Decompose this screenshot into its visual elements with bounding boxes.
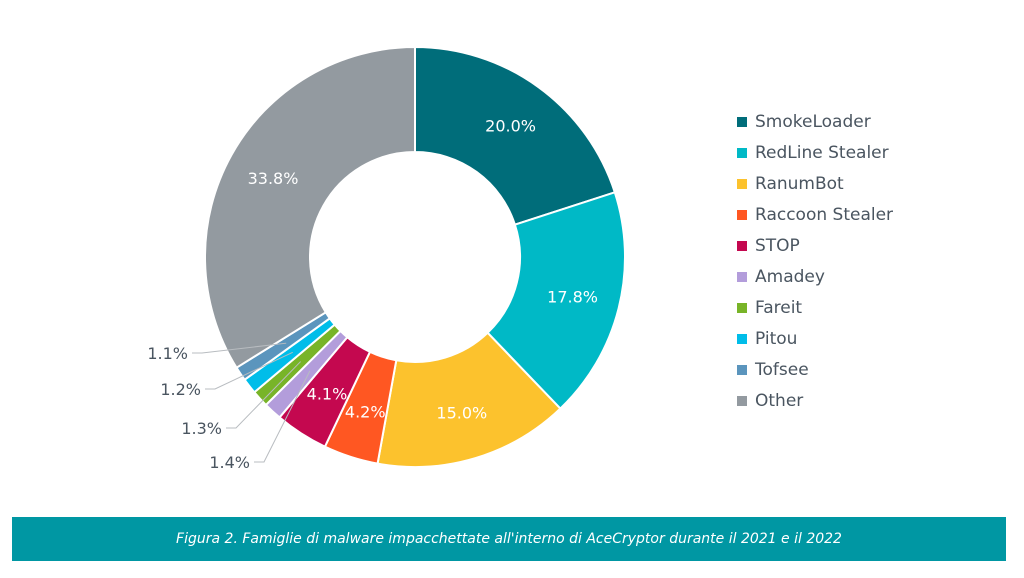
leader-line <box>192 342 287 354</box>
leader-line <box>205 351 293 390</box>
slice-other <box>204 45 416 370</box>
legend-item: STOP <box>737 230 893 261</box>
data-label: 15.0% <box>436 404 487 423</box>
slice-smokeloader <box>414 45 617 226</box>
caption-text: Figura 2. Famiglie di malware impacchett… <box>176 531 842 547</box>
legend-label: Amadey <box>755 266 825 287</box>
legend-label: RedLine Stealer <box>755 142 889 163</box>
legend-swatch <box>737 395 747 406</box>
legend-label: STOP <box>755 235 800 256</box>
data-label: 4.2% <box>345 403 386 422</box>
legend-label: Other <box>755 390 804 411</box>
data-label: 4.1% <box>307 385 348 404</box>
legend-item: Tofsee <box>737 354 893 385</box>
legend-swatch <box>737 116 747 127</box>
legend-item: RedLine Stealer <box>737 137 893 168</box>
legend-label: SmokeLoader <box>755 111 871 132</box>
legend-swatch <box>737 240 747 251</box>
leader-line <box>254 370 311 463</box>
data-label: 17.8% <box>547 288 598 307</box>
legend-swatch <box>737 209 747 220</box>
legend-label: Pitou <box>755 328 798 349</box>
legend-label: Tofsee <box>755 359 809 380</box>
leader-line <box>226 361 301 429</box>
legend-label: Raccoon Stealer <box>755 204 894 225</box>
legend-item: RanumBot <box>737 168 893 199</box>
legend-item: Fareit <box>737 292 893 323</box>
legend-swatch <box>737 147 747 158</box>
legend-swatch <box>737 178 747 189</box>
slice-redline-stealer <box>486 191 626 411</box>
legend-label: RanumBot <box>755 173 844 194</box>
legend-item: SmokeLoader <box>737 106 893 137</box>
legend-swatch <box>737 333 747 344</box>
legend-item: Other <box>737 385 893 416</box>
outside-data-label: 1.4% <box>209 453 250 472</box>
figure-caption: Figura 2. Famiglie di malware impacchett… <box>12 517 1006 561</box>
legend-item: Pitou <box>737 323 893 354</box>
data-label: 33.8% <box>248 169 299 188</box>
slice-ranumbot <box>376 331 562 468</box>
outside-data-label: 1.2% <box>160 380 201 399</box>
chart-legend: SmokeLoader RedLine Stealer RanumBot Raccoo… <box>737 106 893 416</box>
legend-swatch <box>737 271 747 282</box>
data-label: 20.0% <box>485 117 536 136</box>
legend-swatch <box>737 302 747 313</box>
donut-chart: 20.0% 17.8% 15.0% 4.2%4.1% 1.4% 1.3% 1.2% 1.1% 3… <box>147 45 626 472</box>
legend-swatch <box>737 364 747 375</box>
outside-data-label: 1.1% <box>147 344 188 363</box>
legend-item: Amadey <box>737 261 893 292</box>
outside-data-label: 1.3% <box>181 419 222 438</box>
legend-item: Raccoon Stealer <box>737 199 893 230</box>
legend-label: Fareit <box>755 297 803 318</box>
